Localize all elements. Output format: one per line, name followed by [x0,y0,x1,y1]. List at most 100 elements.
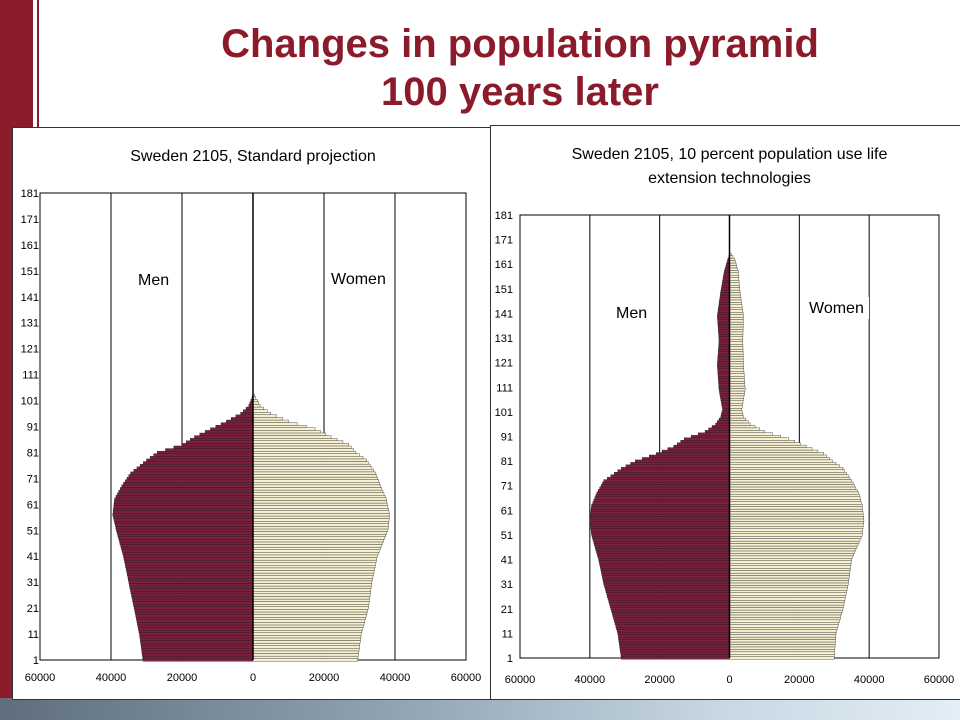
bar-women [252,598,370,602]
bar-women [729,287,740,291]
bar-men [149,456,254,460]
y-tick-label: 111 [496,382,513,394]
bar-women [729,592,847,596]
bar-women [729,624,839,628]
bar-men [114,500,254,504]
bar-men [603,582,730,586]
bar-men [596,553,730,557]
bar-women [729,309,743,313]
bar-men [146,458,254,462]
bar-women [729,491,859,495]
bar-women [729,356,744,360]
bar-women [252,404,261,408]
bar-men [118,489,254,493]
bar-women [729,644,836,648]
bar-men [642,457,730,461]
bar-women [252,425,307,428]
bar-men [595,494,730,497]
bar-men [185,440,254,444]
bar-women [729,452,824,456]
bar-men [138,627,254,631]
bottom-band [0,698,960,720]
bar-women [729,275,739,278]
x-tick-label: 40000 [96,672,127,684]
bar-women [252,518,390,522]
bar-men [649,454,730,458]
bar-men [719,294,730,298]
bar-women [729,353,744,357]
bar-men [617,631,730,635]
bar-men [116,531,254,535]
bar-men [220,422,254,426]
bar-women [252,427,316,431]
x-tick-label: 40000 [380,672,411,684]
bar-women [729,533,863,537]
bar-women [729,641,836,645]
x-tick-label: 0 [250,672,256,684]
bar-men [597,555,730,559]
bar-women [252,552,379,556]
bar-women [729,408,742,411]
bar-men [719,393,730,397]
bar-men [592,538,730,542]
bar-women [252,528,389,532]
bar-men [165,448,254,452]
bar-women [729,580,849,584]
bar-men [617,469,730,473]
bar-women [729,479,852,483]
bar-women [729,344,744,347]
bar-women [729,511,864,515]
bar-men [135,614,254,618]
bar-women [729,316,744,320]
bar-women [252,489,384,493]
bar-men [598,558,730,561]
bar-women [729,415,744,419]
bar-men [602,575,730,579]
bar-men [115,526,254,530]
bar-men [718,388,730,392]
bar-men [667,447,730,451]
bar-men [715,422,730,426]
bar-women [252,557,377,561]
bar-women [729,444,807,448]
bar-women [729,513,864,517]
bar-women [252,438,338,441]
bar-men [125,479,254,483]
bar-women [729,319,744,323]
x-tick-label: 60000 [924,674,955,686]
bar-men [717,319,730,323]
bar-men [603,580,730,584]
bar-women [729,454,827,458]
bar-men [661,449,730,453]
bar-women [252,546,381,550]
bar-men [601,570,730,574]
bar-women [252,409,268,413]
bar-women [252,580,373,584]
bar-men [599,565,730,569]
bar-men [620,654,730,657]
bar-men [156,450,254,454]
bar-men [117,492,254,496]
bar-women [252,432,326,436]
bar-women [729,582,849,586]
bar-men [190,438,254,441]
bar-women [729,501,862,505]
bar-women [252,544,382,548]
y-tick-label: 21 [501,604,513,616]
bar-women [729,543,859,547]
bar-men [594,545,730,549]
bar-men [114,523,254,527]
bar-men [592,501,730,505]
bar-women [252,430,321,434]
bar-women [729,560,852,564]
bar-men [718,383,730,387]
bar-women [729,442,801,446]
label-women: Women [809,300,864,317]
x-tick-label: 20000 [309,672,340,684]
bar-women [729,368,744,372]
bar-women [252,640,361,644]
bar-men [590,528,730,532]
bar-men [593,540,730,544]
bar-men [118,539,254,543]
bar-men [612,614,730,618]
